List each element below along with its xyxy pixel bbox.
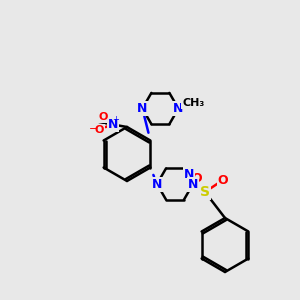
- Text: N: N: [173, 102, 184, 115]
- Text: O: O: [218, 173, 228, 187]
- Text: −: −: [89, 124, 99, 134]
- Text: +: +: [112, 115, 119, 124]
- Text: N: N: [152, 178, 162, 190]
- Text: N: N: [108, 118, 118, 130]
- Text: N: N: [184, 167, 194, 181]
- Text: N: N: [188, 178, 198, 190]
- Text: N: N: [137, 102, 148, 115]
- Text: S: S: [200, 185, 210, 199]
- Text: O: O: [94, 125, 104, 135]
- Text: O: O: [98, 112, 108, 122]
- Text: O: O: [192, 172, 202, 184]
- Text: CH₃: CH₃: [182, 98, 205, 109]
